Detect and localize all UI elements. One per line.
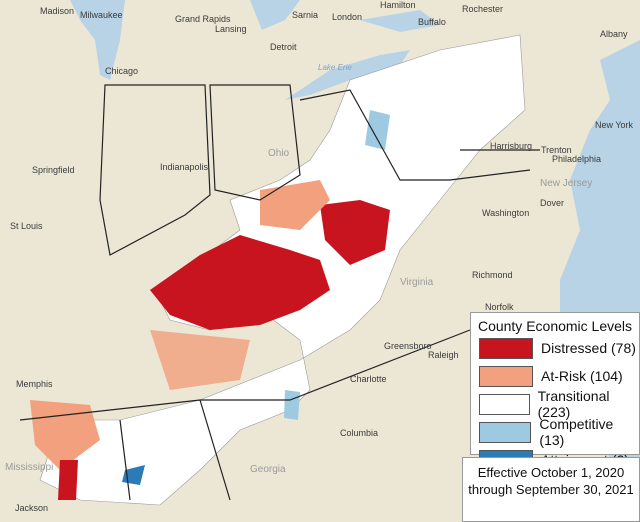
region-distressed [320, 200, 390, 265]
region-distressed [150, 235, 330, 330]
lake-michigan [70, 0, 125, 80]
legend-label: Distressed (78) [541, 340, 636, 356]
legend-item: At-Risk (104) [471, 362, 639, 390]
place-label: Detroit [270, 42, 297, 52]
place-label: Virginia [400, 277, 434, 288]
place-label: Rochester [462, 4, 503, 14]
place-label: Harrisburg [490, 141, 532, 151]
footer: Effective October 1, 2020 through Septem… [462, 457, 640, 522]
place-label: Lake Erie [318, 63, 352, 72]
place-label: St Louis [10, 221, 43, 231]
legend-title: County Economic Levels [477, 318, 633, 334]
place-label: Philadelphia [552, 154, 601, 164]
place-label: Milwaukee [80, 10, 123, 20]
place-label: Jackson [15, 503, 48, 513]
place-label: Ohio [268, 148, 290, 159]
state-borders [19, 84, 540, 501]
place-label: Columbia [340, 428, 378, 438]
region-distressed [58, 460, 78, 500]
place-label: New Jersey [540, 178, 592, 189]
legend-swatch [479, 365, 533, 387]
place-label: Albany [600, 29, 628, 39]
place-label: London [332, 12, 362, 22]
legend-item: Competitive (13) [471, 416, 639, 448]
place-label: Richmond [472, 270, 513, 280]
place-label: Hamilton [380, 0, 416, 10]
place-label: Dover [540, 198, 564, 208]
place-label: Indianapolis [160, 162, 209, 172]
place-label: Raleigh [428, 350, 459, 360]
place-label: Norfolk [485, 302, 514, 312]
region-competitive [365, 110, 390, 150]
legend-swatch [479, 421, 532, 443]
legend-swatch [479, 337, 533, 359]
legend-item: Transitional (223) [471, 388, 639, 420]
lake-erie [285, 50, 410, 100]
place-label: Sarnia [292, 10, 318, 20]
legend-item: Distressed (78) [471, 334, 639, 362]
place-label: Charlotte [350, 374, 387, 384]
place-label: Washington [482, 208, 529, 218]
place-label: Lansing [215, 24, 247, 34]
legend: County Economic Levels Distressed (78) At… [470, 312, 640, 471]
place-label: Memphis [16, 379, 53, 389]
footer-line: Effective October 1, 2020 [477, 465, 625, 480]
lake-huron [250, 0, 300, 30]
place-label: Madison [40, 6, 74, 16]
place-label: New York [595, 120, 634, 130]
place-label: Chicago [105, 66, 138, 76]
legend-label: Competitive (13) [539, 416, 614, 448]
region-competitive [284, 390, 300, 420]
legend-label: Transitional (223) [537, 388, 610, 420]
place-label: Springfield [32, 165, 75, 175]
footer-line: through September 30, 2021 [468, 482, 634, 497]
place-label: Grand Rapids [175, 14, 231, 24]
region-at-risk [260, 180, 330, 230]
legend-swatch [479, 393, 530, 415]
lake-ontario [360, 10, 440, 32]
place-label: Trenton [541, 145, 572, 155]
place-label: Buffalo [418, 17, 446, 27]
place-label: Georgia [250, 464, 286, 475]
place-label: Mississippi [5, 462, 53, 473]
region-at-risk [150, 330, 250, 390]
place-label: Greensboro [384, 341, 432, 351]
legend-items: Distressed (78) At-Risk (104) Transitional… [471, 334, 639, 474]
legend-label: At-Risk (104) [541, 368, 623, 384]
